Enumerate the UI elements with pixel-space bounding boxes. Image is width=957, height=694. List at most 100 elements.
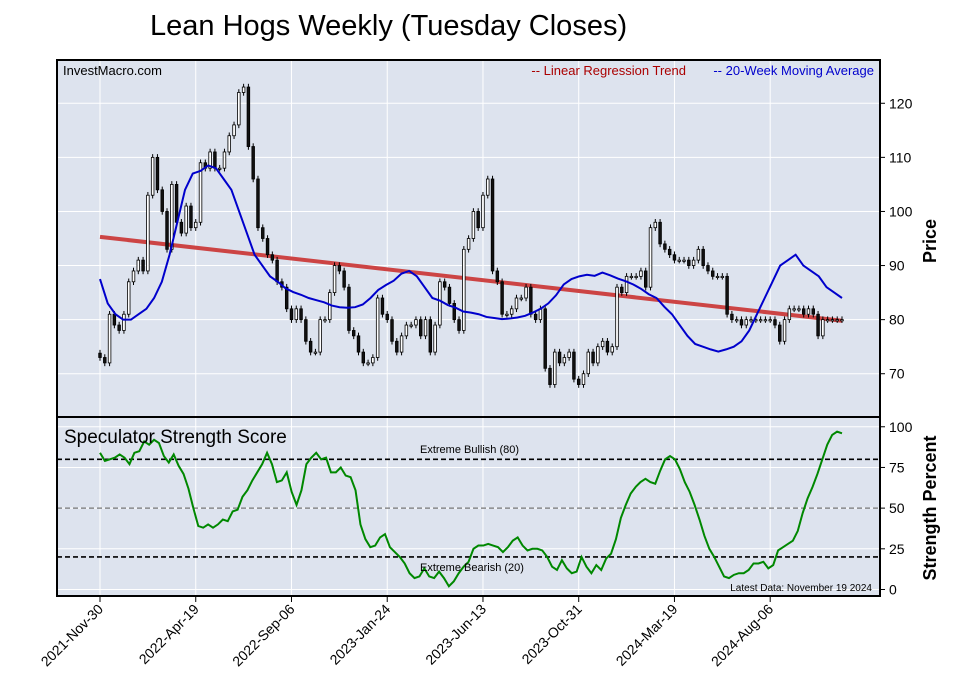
candle [308, 338, 313, 356]
candle [553, 348, 557, 388]
candle [486, 175, 490, 199]
candle [361, 348, 366, 367]
candle [347, 283, 351, 334]
candle [246, 83, 251, 150]
candle [711, 267, 715, 280]
candle [122, 310, 126, 334]
candle [399, 332, 404, 356]
candle [687, 256, 691, 269]
candle [600, 338, 605, 350]
x-tick-label: 2023-Jun-13 [422, 601, 489, 668]
candle [725, 273, 729, 318]
candle [481, 191, 485, 231]
candle [428, 316, 433, 356]
price-candles [98, 83, 844, 388]
candle [366, 359, 370, 367]
candle [98, 349, 102, 361]
candle [261, 224, 265, 242]
candle [548, 365, 552, 388]
candle [667, 246, 672, 258]
y-tick-label: 0 [889, 581, 897, 597]
candle [586, 348, 591, 377]
candle [232, 121, 236, 139]
candle [596, 343, 600, 367]
candle [505, 310, 509, 318]
moving-average-line [99, 164, 843, 353]
candle [677, 256, 681, 264]
y-tick-label: 120 [889, 95, 913, 111]
candle [648, 224, 653, 291]
candle [682, 256, 686, 264]
candle [620, 283, 624, 296]
y-tick-label: 80 [889, 312, 905, 328]
candle [136, 256, 141, 275]
candle [256, 175, 260, 231]
candle [318, 316, 322, 356]
candle [442, 278, 447, 291]
candle [720, 273, 725, 280]
candle [351, 327, 356, 340]
candle [778, 321, 782, 345]
candle [524, 283, 528, 302]
candle [414, 316, 418, 329]
x-axis-ticks: 2021-Nov-30 2022-Apr-19 2022-Sep-06 2023-Ja… [38, 596, 776, 670]
candle [409, 321, 413, 329]
candle [390, 316, 394, 345]
candle [150, 154, 155, 199]
candle [217, 164, 222, 172]
watermark: InvestMacro.com [63, 63, 162, 78]
candle [615, 283, 619, 350]
candle [806, 305, 811, 318]
candle [299, 305, 303, 323]
candle [194, 219, 198, 231]
y-tick-label: 50 [889, 500, 905, 516]
candle [270, 251, 275, 264]
candle [644, 267, 648, 291]
candle [519, 294, 523, 302]
candle [131, 267, 136, 286]
x-tick-label: 2022-Sep-06 [229, 601, 298, 670]
x-tick-label: 2023-Jan-24 [326, 601, 393, 668]
candle [438, 278, 442, 329]
candle [533, 310, 538, 323]
x-tick-label: 2023-Oct-31 [518, 601, 584, 667]
candle [734, 316, 739, 323]
candle [691, 256, 696, 269]
candle [237, 89, 241, 129]
candle [792, 305, 796, 313]
candle [715, 273, 720, 280]
y-tick-label: 110 [889, 149, 912, 165]
candle [825, 316, 830, 323]
candle [146, 191, 150, 275]
candle [816, 310, 820, 340]
candle [419, 316, 423, 340]
regression-trend-line [99, 234, 843, 323]
latest-data-label: Latest Data: November 19 2024 [730, 583, 872, 594]
candle [462, 246, 466, 334]
candle [835, 316, 839, 323]
candle [356, 332, 361, 356]
y-tick-label: 100 [889, 203, 913, 219]
candle [500, 278, 504, 318]
candle [466, 235, 471, 253]
moving-average-polyline [99, 164, 843, 353]
candle [509, 305, 514, 318]
strength-panel-title: Speculator Strength Score [64, 427, 287, 448]
candle [141, 256, 145, 275]
candle [160, 186, 164, 215]
candle [433, 321, 437, 356]
legend-moving-average: -- 20-Week Moving Average [713, 63, 874, 78]
chart-title: Lean Hogs Weekly (Tuesday Closes) [150, 10, 628, 42]
candle [155, 154, 160, 194]
candle [457, 316, 461, 334]
y-tick-label: 25 [889, 541, 905, 557]
candle [629, 273, 634, 280]
candle [624, 273, 629, 296]
candle [514, 294, 519, 313]
candle [447, 283, 452, 307]
candle [782, 316, 787, 345]
candle [672, 251, 677, 264]
candle [591, 348, 595, 367]
candle [730, 310, 734, 323]
